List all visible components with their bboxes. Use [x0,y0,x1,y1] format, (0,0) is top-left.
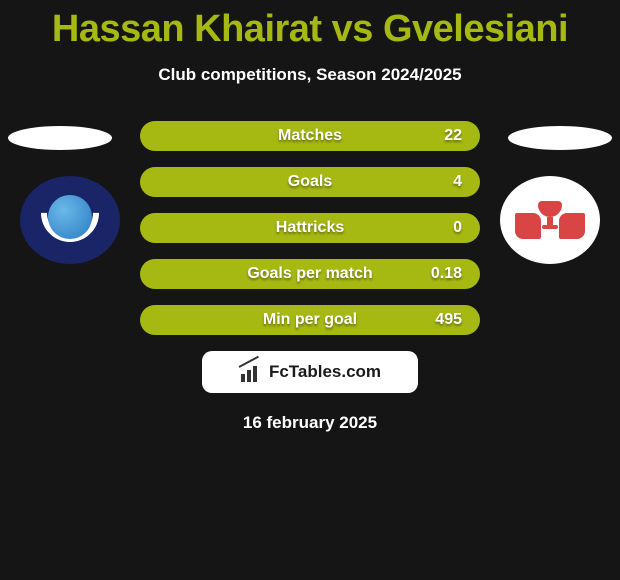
comparison-title: Hassan Khairat vs Gvelesiani [0,0,620,51]
date-label: 16 february 2025 [0,413,620,433]
player-avatar-right [508,126,612,150]
stat-label: Matches [278,127,342,145]
stat-row-goals-per-match: Goals per match 0.18 [140,259,480,289]
stats-list: Matches 22 Goals 4 Hattricks 0 Goals per… [140,121,480,335]
stat-row-matches: Matches 22 [140,121,480,151]
stat-row-hattricks: Hattricks 0 [140,213,480,243]
club-badge-right [500,176,600,264]
stat-value-right: 0 [453,219,462,237]
stat-value-right: 4 [453,173,462,191]
stat-value-right: 0.18 [431,265,462,283]
attribution-badge[interactable]: FcTables.com [202,351,418,393]
comparison-subtitle: Club competitions, Season 2024/2025 [0,65,620,85]
club-badge-left [20,176,120,264]
stat-label: Goals [288,173,332,191]
player-avatar-left [8,126,112,150]
stat-label: Goals per match [247,265,372,283]
stat-row-min-per-goal: Min per goal 495 [140,305,480,335]
club-shield-icon [20,176,120,264]
stat-value-right: 495 [435,311,462,329]
stat-label: Hattricks [276,219,344,237]
stat-value-right: 22 [444,127,462,145]
chart-icon [239,362,263,382]
stat-label: Min per goal [263,311,357,329]
club-emblem-icon [500,176,600,264]
attribution-text: FcTables.com [269,362,381,382]
stat-row-goals: Goals 4 [140,167,480,197]
